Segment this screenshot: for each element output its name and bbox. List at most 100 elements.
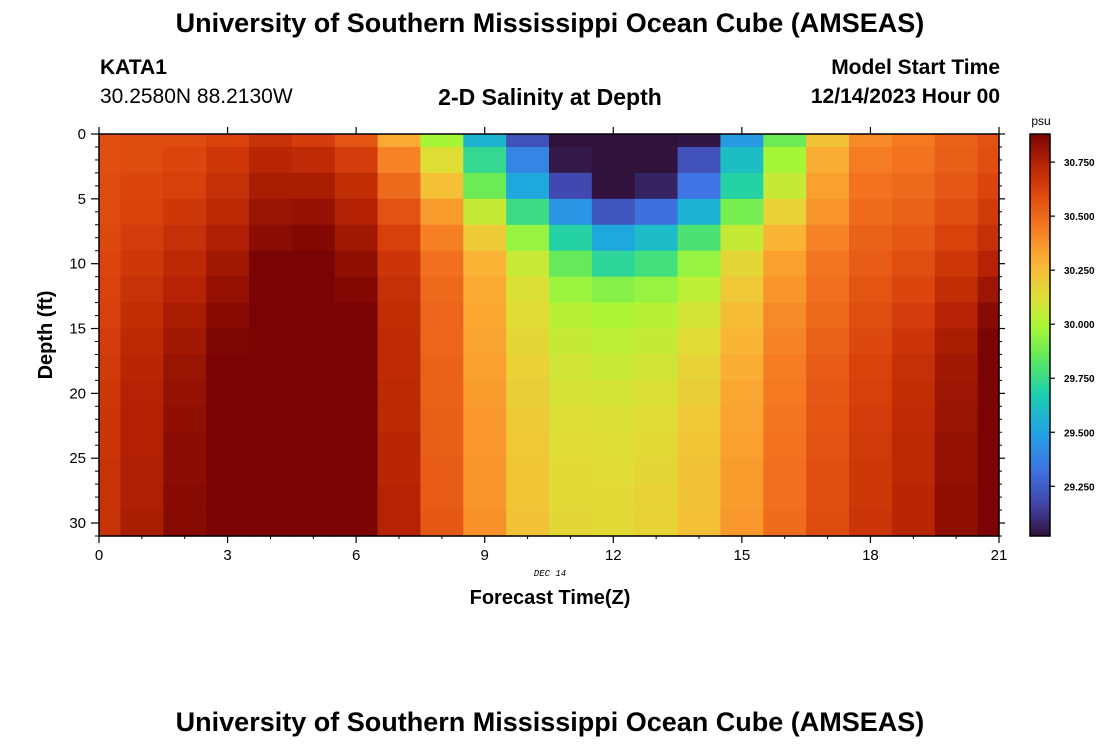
heatmap-cell [99,250,122,278]
heatmap-cell [763,198,807,226]
heatmap-cell [806,146,850,174]
heatmap-cell [420,172,464,200]
heatmap-cell [334,250,379,278]
heatmap-cell [977,172,1000,200]
heatmap-cell [377,406,422,433]
heatmap-cell [420,406,464,433]
heatmap-cell [463,224,507,252]
heatmap-cell [420,250,464,278]
heatmap-cell [163,458,207,485]
date-label: DEC 14 [534,569,566,579]
axes: 0 3 6 9 12 15 18 21 0 5 10 15 20 25 30 [69,126,1007,564]
heatmap-cell [506,510,550,537]
heatmap-cell [334,302,379,330]
colorbar-tick-label: 29.250 [1064,482,1095,493]
heatmap-cell [506,354,550,381]
heatmap-cell [934,198,979,226]
heatmap-cell [591,484,636,511]
heatmap-cell [163,134,207,148]
heatmap-cell [99,354,122,381]
heatmap-cell [463,328,507,356]
heatmap-cell [163,484,207,511]
heatmap-cell [506,172,550,200]
heatmap-cell [163,224,207,252]
heatmap-cell [206,510,250,537]
heatmap-cell [291,354,336,381]
heatmap-cell [377,328,422,356]
heatmap-cell [763,458,807,485]
heatmap-cell [334,198,379,226]
heatmap-cell [891,276,936,304]
heatmap-cell [591,328,636,356]
heatmap-cell [849,432,893,459]
heatmap-cell [934,380,979,407]
heatmap-cell [206,328,250,356]
footer-title: University of Southern Mississippi Ocean… [175,707,925,737]
heatmap-cell [291,134,336,148]
heatmap-cell [291,198,336,226]
heatmap-cell [506,134,550,148]
heatmap-cell [506,458,550,485]
heatmap-cell [249,510,293,537]
heatmap-cell [763,328,807,356]
heatmap-cell [99,458,122,485]
heatmap-cell [506,198,550,226]
heatmap-cell [763,276,807,304]
heatmap-cell [934,276,979,304]
heatmap-cell [891,146,936,174]
heatmap-cell [977,328,1000,356]
y-axis-label: Depth (ft) [35,291,57,380]
heatmap-cell [463,250,507,278]
heatmap-cell [634,276,679,304]
heatmap-cell [163,172,207,200]
heatmap-cell [977,198,1000,226]
heatmap-cell [549,172,593,200]
heatmap-cell [934,354,979,381]
heatmap-cell [549,510,593,537]
heatmap-cell [120,250,164,278]
salinity-heatmap-chart: 0 3 6 9 12 15 18 21 0 5 10 15 20 25 30 Depth (ft) Fore… [35,114,1095,609]
heatmap-cell [977,484,1000,511]
heatmap-cell [591,458,636,485]
heatmap-cell [720,224,764,252]
heatmap-cell [506,302,550,330]
heatmap-cell [763,406,807,433]
x-tick-label: 12 [605,547,622,564]
heatmap-cell [549,354,593,381]
heatmap-cell [891,224,936,252]
heatmap-cell [549,380,593,407]
heatmap-cell [249,432,293,459]
heatmap-cell [634,484,679,511]
heatmap-cell [891,198,936,226]
heatmap-cell [720,276,764,304]
heatmap-cell [334,224,379,252]
heatmap-cell [463,432,507,459]
heatmap-cell [249,250,293,278]
heatmap-cell [163,146,207,174]
heatmap-cell [120,354,164,381]
heatmap-cell [377,510,422,537]
heatmap-cell [677,484,722,511]
y-tick-label: 10 [69,256,86,273]
heatmap-cell [206,172,250,200]
heatmap-cell [377,250,422,278]
heatmap-cell [591,406,636,433]
heatmap-cell [420,484,464,511]
heatmap-cell [249,328,293,356]
heatmap-cell [506,432,550,459]
heatmap-cell [463,302,507,330]
heatmap-cell [249,146,293,174]
heatmap-cell [763,380,807,407]
heatmap-cell [420,510,464,537]
heatmap-cell [120,458,164,485]
heatmap-cell [463,380,507,407]
heatmap-cell [377,134,422,148]
heatmap-cell [634,328,679,356]
heatmap-cell [206,276,250,304]
heatmap-cell [677,406,722,433]
heatmap-cell [677,198,722,226]
heatmap-cell [377,198,422,226]
heatmap-cell [677,172,722,200]
heatmap-cell [934,172,979,200]
heatmap-cell [549,484,593,511]
